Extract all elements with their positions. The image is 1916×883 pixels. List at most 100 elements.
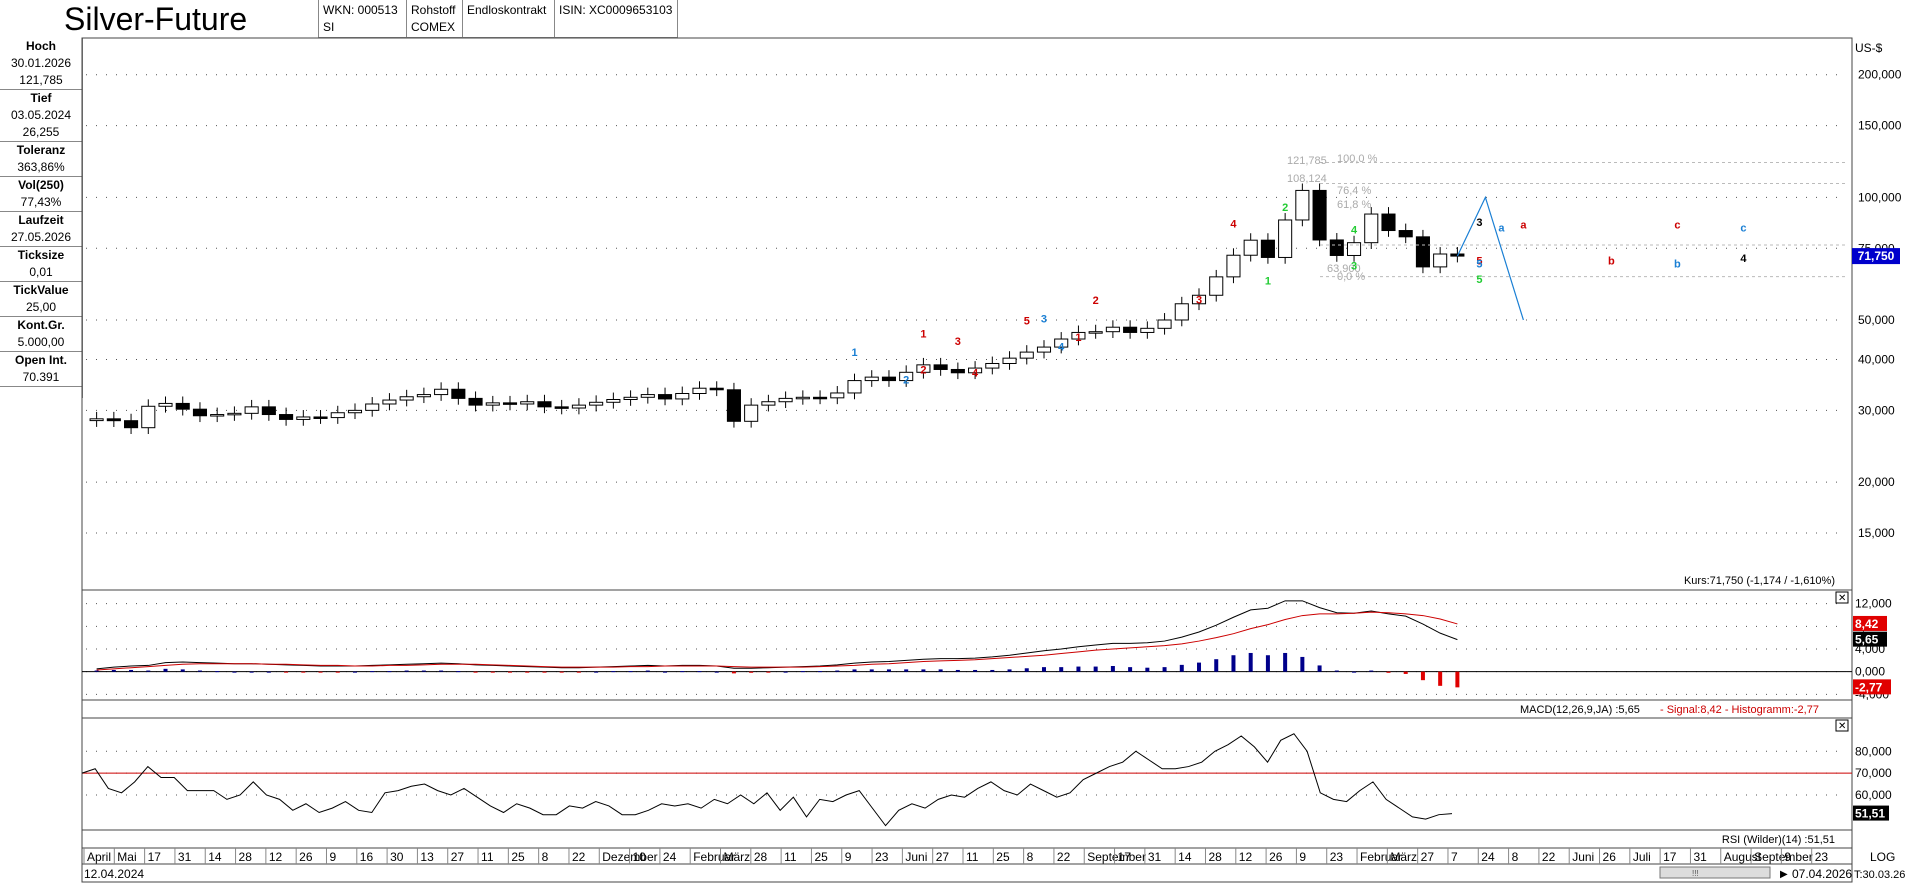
- time-label: Juni: [905, 850, 927, 864]
- info-block: Hoch 30.01.2026 121,785: [0, 38, 82, 90]
- wave-label: c: [1674, 219, 1680, 231]
- macd-hist-bar: [232, 671, 237, 673]
- time-label: 7: [1451, 850, 1458, 864]
- wave-label: 2: [903, 375, 909, 387]
- info-block: Vol(250) 77,43%: [0, 177, 82, 212]
- time-label: September: [1087, 850, 1146, 864]
- candle-body: [1433, 253, 1448, 268]
- candle-body: [1054, 338, 1069, 348]
- info-value: 25,00: [25, 300, 57, 314]
- price-tick-label: 50,000: [1858, 313, 1895, 327]
- candle-body: [399, 396, 414, 401]
- time-axis-frame: [81, 847, 1853, 883]
- macd-hist-bar: [1403, 671, 1408, 674]
- wave-label: 3: [955, 336, 961, 348]
- time-label: 22: [572, 850, 586, 864]
- candle-body: [1140, 327, 1155, 333]
- price-tick-label: 100,000: [1858, 190, 1902, 204]
- candle-body: [537, 401, 552, 408]
- macd-hist-bar: [335, 671, 340, 673]
- candle-body: [1243, 239, 1258, 256]
- macd-hist-bar: [1041, 667, 1046, 672]
- macd-hist-bar: [1231, 655, 1236, 672]
- candle-body: [158, 402, 173, 407]
- wave-label: 4: [1351, 225, 1358, 237]
- info-value: 27.05.2026: [10, 230, 72, 244]
- wave-label: 4: [972, 367, 979, 379]
- macd-badge: [1853, 631, 1887, 647]
- rsi-panel-frame: [81, 717, 1853, 849]
- macd-hist-bar: [1162, 667, 1167, 672]
- macd-hist-bar: [525, 671, 530, 673]
- end-date-label: 07.04.2026: [1792, 867, 1852, 881]
- time-label: 26: [1269, 850, 1283, 864]
- signal-badge-value: 8,42: [1855, 617, 1879, 631]
- info-key: Toleranz: [16, 143, 66, 157]
- candle-body: [1398, 230, 1413, 238]
- macd-hist-bar: [731, 671, 736, 674]
- scroll-grip: !!!: [1692, 869, 1699, 878]
- time-label: 24: [663, 850, 677, 864]
- time-label: 26: [1603, 850, 1617, 864]
- info-block: TickValue 25,00: [0, 282, 82, 317]
- macd-hist-bar: [645, 670, 650, 672]
- time-label: Juni: [1572, 850, 1594, 864]
- macd-hist-bar: [1145, 667, 1150, 672]
- candle-body: [657, 394, 673, 400]
- wave-label: 3: [1476, 217, 1482, 229]
- macd-hist-bar: [852, 669, 857, 672]
- macd-hist-bar: [404, 670, 409, 672]
- macd-hist-bar: [628, 671, 633, 673]
- fib-label: 100,0 %: [1337, 153, 1378, 165]
- candle-body: [1226, 254, 1241, 278]
- macd-hist-bar: [1334, 670, 1339, 672]
- macd-hist-bar: [111, 669, 116, 672]
- info-block: Open Int. 70.391: [0, 352, 82, 387]
- candle-body: [485, 402, 500, 406]
- macd-hist-bar: [1179, 664, 1184, 672]
- macd-hist-bar: [146, 670, 151, 672]
- macd-hist-bar: [938, 669, 943, 672]
- wave-label: 1: [920, 328, 926, 340]
- time-label: 14: [208, 850, 222, 864]
- hist-badge: [1853, 679, 1891, 695]
- macd-hist-bar: [1024, 668, 1029, 672]
- wave-label: c: [1740, 222, 1746, 234]
- candle-body: [210, 414, 225, 417]
- candle-body: [261, 406, 276, 416]
- rsi-tick-label: 80,000: [1855, 744, 1892, 758]
- info-value: 0,01: [29, 265, 53, 279]
- info-value: 363,86%: [17, 160, 65, 174]
- macd-line: [96, 600, 1458, 670]
- wave-label: 5: [1024, 316, 1030, 328]
- price-panel-frame: [81, 37, 1853, 591]
- info-key: Hoch: [26, 39, 56, 53]
- candle-body: [881, 376, 897, 382]
- macd-hist-bar: [1197, 662, 1202, 672]
- rsi-tick-label: 60,000: [1855, 788, 1892, 802]
- macd-hist-bar: [439, 670, 444, 672]
- macd-hist-bar: [800, 671, 805, 673]
- time-label: 28: [239, 850, 253, 864]
- macd-hist-bar: [869, 669, 874, 672]
- info-value: 77,43%: [20, 195, 62, 209]
- candle-body: [968, 367, 983, 374]
- wave-label: 5: [1476, 258, 1482, 270]
- macd-hist-bar: [473, 671, 478, 673]
- time-label: 17: [1663, 850, 1677, 864]
- macd-hist-bar: [421, 670, 426, 672]
- time-label: 22: [1542, 850, 1556, 864]
- time-label: Juli: [1633, 850, 1651, 864]
- unit-label: US-$: [1855, 41, 1883, 55]
- macd-hist-bar: [921, 669, 926, 672]
- macd-hist-bar: [835, 670, 840, 672]
- candle-body: [571, 404, 586, 409]
- macd-legend: MACD(12,26,9,JA) :5,65: [1520, 704, 1640, 716]
- wave-label: a: [1520, 219, 1527, 231]
- macd-tick-label: 0,000: [1855, 665, 1885, 679]
- time-label: 23: [875, 850, 889, 864]
- macd-hist-bar: [215, 671, 220, 673]
- time-label: 13: [420, 850, 434, 864]
- contract-label: Endloskontrakt: [467, 3, 547, 17]
